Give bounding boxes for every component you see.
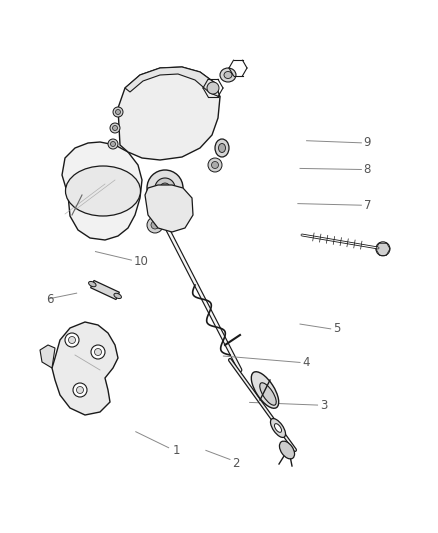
Polygon shape [145,185,193,232]
Ellipse shape [224,71,232,78]
Polygon shape [52,322,118,415]
Circle shape [113,107,123,117]
Circle shape [108,139,118,149]
Circle shape [207,82,219,94]
Text: 6: 6 [46,293,53,306]
Circle shape [116,109,120,115]
Text: 1: 1 [173,444,180,457]
Polygon shape [125,67,220,97]
Circle shape [212,161,219,168]
Circle shape [110,123,120,133]
Ellipse shape [88,281,96,287]
Ellipse shape [215,139,229,157]
Ellipse shape [114,293,121,298]
Text: 5: 5 [333,322,340,335]
Text: 2: 2 [232,457,240,470]
Circle shape [77,386,84,393]
Circle shape [208,158,222,172]
Circle shape [376,242,390,256]
Polygon shape [40,345,55,368]
Ellipse shape [66,166,141,216]
Polygon shape [62,142,142,240]
Circle shape [110,141,116,147]
Polygon shape [118,67,220,160]
Ellipse shape [219,143,226,152]
Ellipse shape [251,372,279,408]
Text: 3: 3 [320,399,327,411]
Ellipse shape [279,441,294,459]
Ellipse shape [220,68,236,82]
Circle shape [147,170,183,206]
Circle shape [95,349,102,356]
Ellipse shape [260,383,276,405]
Circle shape [68,336,75,343]
Circle shape [113,125,117,131]
Text: 8: 8 [364,163,371,176]
Circle shape [155,178,175,198]
Polygon shape [91,280,120,300]
Text: 9: 9 [364,136,371,149]
Circle shape [65,333,79,347]
Circle shape [147,217,163,233]
Circle shape [151,221,159,229]
Circle shape [160,183,170,193]
Text: 4: 4 [302,356,310,369]
Ellipse shape [271,418,286,438]
Text: 10: 10 [134,255,148,268]
Circle shape [91,345,105,359]
Circle shape [73,383,87,397]
Text: 7: 7 [364,199,371,212]
Ellipse shape [275,424,282,432]
